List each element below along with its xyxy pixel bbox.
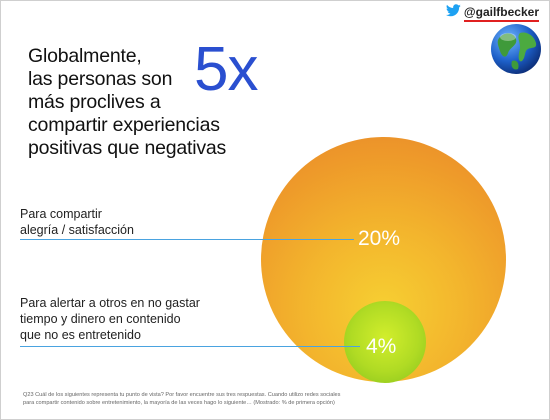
label-alert-others: Para alertar a otros en no gastar tiempo…	[20, 295, 200, 343]
headline-line: las personas son	[28, 68, 173, 90]
globe-icon	[490, 23, 542, 75]
headline-line: Globalmente,	[28, 45, 142, 67]
footnote-line: Q23 Cuál de los siguientes representa tu…	[23, 392, 341, 398]
footnote-line: para compartir contenido sobre entreteni…	[23, 400, 335, 406]
handle-underline	[463, 20, 539, 22]
label-line: que no es entretenido	[20, 328, 141, 342]
label-line: Para compartir	[20, 207, 102, 221]
headline-line: compartir experiencias	[28, 114, 220, 136]
twitter-handle[interactable]: @gailfbecker	[445, 4, 539, 22]
percent-share-joy: 20%	[358, 227, 401, 250]
headline: Globalmente, las personas son más procli…	[28, 45, 226, 160]
headline-line: positivas que negativas	[28, 137, 227, 159]
percent-alert-others: 4%	[366, 335, 397, 358]
twitter-bird-icon	[445, 4, 461, 20]
footnote: Q23 Cuál de los siguientes representa tu…	[23, 391, 543, 407]
twitter-handle-text: @gailfbecker	[463, 5, 539, 19]
label-share-joy: Para compartir alegría / satisfacción	[20, 206, 134, 238]
label-line: alegría / satisfacción	[20, 223, 134, 237]
label-line: tiempo y dinero en contenido	[20, 312, 181, 326]
green-circle	[344, 301, 426, 383]
connector-line-top	[20, 239, 354, 240]
headline-line: más proclives a	[28, 91, 161, 113]
big-number: 5x	[194, 35, 258, 104]
label-line: Para alertar a otros en no gastar	[20, 296, 200, 310]
connector-line-bottom	[20, 346, 360, 347]
